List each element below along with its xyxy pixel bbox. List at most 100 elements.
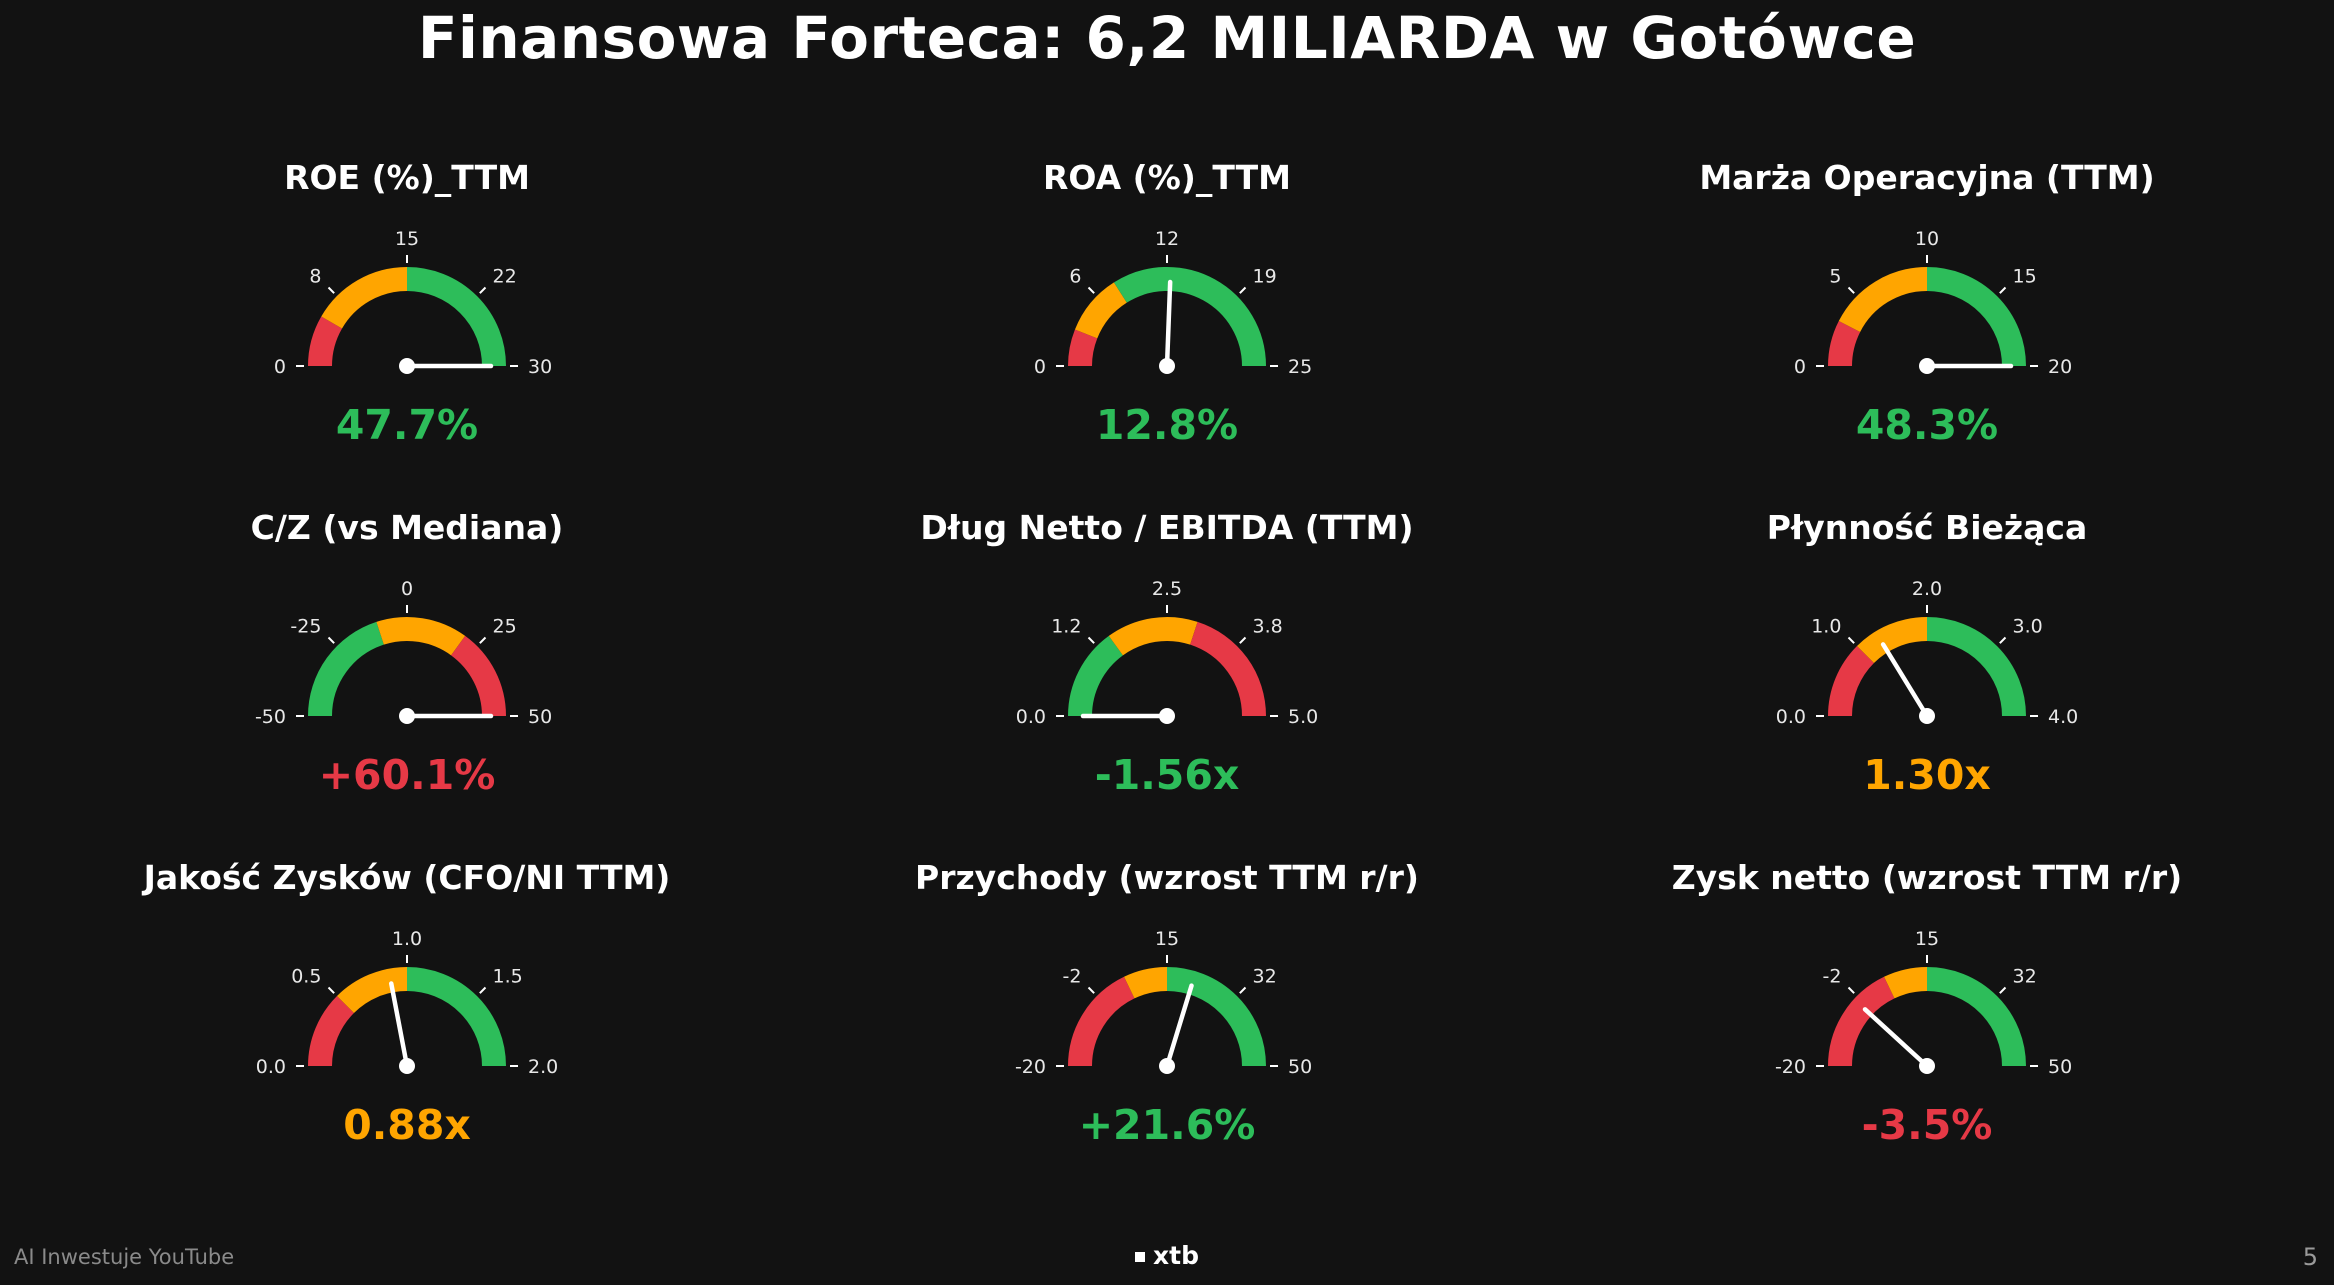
gauge-tick — [327, 286, 335, 294]
gauge-tick-label: 10 — [1915, 228, 1939, 250]
gauge-tick — [327, 986, 335, 994]
gauge-9: Zysk netto (wzrost TTM r/r) -20 -2 15 32 50 -3… — [1672, 858, 2183, 1149]
gauge-tick-label: 12 — [1155, 228, 1179, 250]
page-number: 5 — [2302, 1243, 2318, 1271]
gauge-tick-label: 6 — [1069, 265, 1081, 287]
gauge-tick-label: 4.0 — [2048, 706, 2078, 728]
gauge-needle-hub — [1919, 708, 1935, 724]
gauge-zone-green — [406, 267, 506, 367]
gauge-tick — [327, 636, 335, 644]
gauge-zone-red — [1068, 976, 1135, 1067]
gauge-tick-label: 0 — [1034, 356, 1046, 378]
gauge-value-label: 48.3% — [1856, 401, 1998, 449]
gauge-tick-label: 19 — [1253, 265, 1277, 287]
gauge-zone-orange — [376, 617, 466, 656]
sponsor-logo: xtb — [0, 1241, 2334, 1270]
gauge-tick-label: 15 — [1915, 928, 1939, 950]
gauge-tick — [1239, 986, 1247, 994]
gauge-needle — [1862, 1007, 1930, 1069]
gauge-zone-green — [308, 621, 385, 717]
channel-label: AI Inwestuje YouTube — [14, 1245, 235, 1269]
gauge-tick-label: 32 — [1253, 965, 1277, 987]
gauge-tick — [1087, 636, 1095, 644]
gauge-tick-label: 25 — [493, 615, 517, 637]
gauge-tick-label: 0 — [1794, 356, 1806, 378]
gauge-tick-label: -20 — [1015, 1056, 1046, 1078]
gauge-tick-label: 15 — [1155, 928, 1179, 950]
gauge-zone-red — [1828, 321, 1861, 367]
gauge-tick — [1999, 636, 2007, 644]
gauge-tick-label: 1.0 — [392, 928, 422, 950]
gauge-zone-orange — [1108, 617, 1198, 656]
gauge-title: Płynność Bieżąca — [1767, 508, 2087, 547]
gauge-tick-label: 3.8 — [1253, 615, 1283, 637]
gauge-value-label: 0.88x — [343, 1101, 471, 1149]
gauge-zone-orange — [321, 267, 408, 329]
gauge-tick-label: 8 — [309, 265, 321, 287]
gauge-3: Marża Operacyjna (TTM) 0 5 10 15 20 48.3% — [1699, 158, 2154, 449]
gauge-title: Jakość Zysków (CFO/NI TTM) — [142, 858, 671, 897]
gauge-needle-hub — [399, 708, 415, 724]
gauge-tick-label: 1.2 — [1051, 615, 1081, 637]
gauge-tick-label: 50 — [2048, 1056, 2072, 1078]
gauge-tick — [479, 286, 487, 294]
gauge-tick-label: 0.0 — [1016, 706, 1046, 728]
gauge-zone-green — [1926, 617, 2026, 717]
gauge-zone-red — [450, 635, 506, 717]
gauge-tick — [479, 986, 487, 994]
gauge-title: Przychody (wzrost TTM r/r) — [915, 858, 1419, 897]
gauge-tick-label: 50 — [1288, 1056, 1312, 1078]
gauge-value-label: -1.56x — [1095, 751, 1240, 799]
gauge-zone-orange — [1124, 967, 1168, 999]
gauge-zone-green — [1926, 267, 2026, 367]
gauge-1: ROE (%)_TTM 0 8 15 22 30 47.7% — [274, 158, 552, 449]
gauge-tick — [1847, 286, 1855, 294]
gauge-tick-label: 1.0 — [1811, 615, 1841, 637]
gauge-tick-label: 0 — [401, 578, 413, 600]
gauge-title: Zysk netto (wzrost TTM r/r) — [1672, 858, 2183, 897]
gauge-tick-label: 0.0 — [256, 1056, 286, 1078]
gauge-tick — [1999, 286, 2007, 294]
gauge-title: ROE (%)_TTM — [284, 158, 530, 197]
gauge-tick-label: -20 — [1775, 1056, 1806, 1078]
gauge-needle-hub — [1159, 708, 1175, 724]
gauge-tick-label: 20 — [2048, 356, 2072, 378]
gauge-zone-green — [1113, 267, 1266, 367]
gauge-tick — [479, 636, 487, 644]
gauge-tick-label: 15 — [2013, 265, 2037, 287]
gauge-tick — [1239, 286, 1247, 294]
gauge-tick — [1087, 286, 1095, 294]
gauge-tick-label: 5 — [1829, 265, 1841, 287]
gauge-tick-label: 1.5 — [493, 965, 523, 987]
gauge-zone-red — [1828, 646, 1875, 717]
gauge-needle — [389, 981, 410, 1069]
gauge-needle-hub — [1919, 1058, 1935, 1074]
gauge-tick-label: -50 — [255, 706, 286, 728]
gauge-tick — [1847, 636, 1855, 644]
gauge-needle-hub — [1159, 358, 1175, 374]
gauge-tick-label: -2 — [1062, 965, 1081, 987]
gauge-zone-orange — [1838, 267, 1928, 333]
gauge-tick-label: 2.0 — [528, 1056, 558, 1078]
gauge-tick-label: 0.0 — [1776, 706, 1806, 728]
gauge-zone-red — [1828, 976, 1895, 1067]
gauge-zone-red — [308, 995, 355, 1067]
gauge-zone-green — [1166, 967, 1266, 1067]
gauge-needle-hub — [399, 1058, 415, 1074]
logo-square-icon — [1135, 1252, 1145, 1262]
gauge-zone-green — [1926, 967, 2026, 1067]
gauge-tick-label: 32 — [2013, 965, 2037, 987]
gauge-tick — [1999, 986, 2007, 994]
gauge-tick-label: 2.0 — [1912, 578, 1942, 600]
gauge-tick — [1239, 636, 1247, 644]
gauge-tick-label: 50 — [528, 706, 552, 728]
gauge-6: Płynność Bieżąca 0.0 1.0 2.0 3.0 4.0 1.30x — [1767, 508, 2087, 799]
gauge-zone-red — [1068, 329, 1098, 367]
gauge-zone-orange — [337, 967, 408, 1014]
gauge-value-label: 12.8% — [1096, 401, 1238, 449]
gauge-tick-label: 0.5 — [291, 965, 321, 987]
gauge-tick — [1087, 986, 1095, 994]
gauge-zone-orange — [1074, 282, 1128, 339]
page-title: Finansowa Forteca: 6,2 MILIARDA w Gotówc… — [417, 4, 1917, 72]
gauge-tick-label: 0 — [274, 356, 286, 378]
